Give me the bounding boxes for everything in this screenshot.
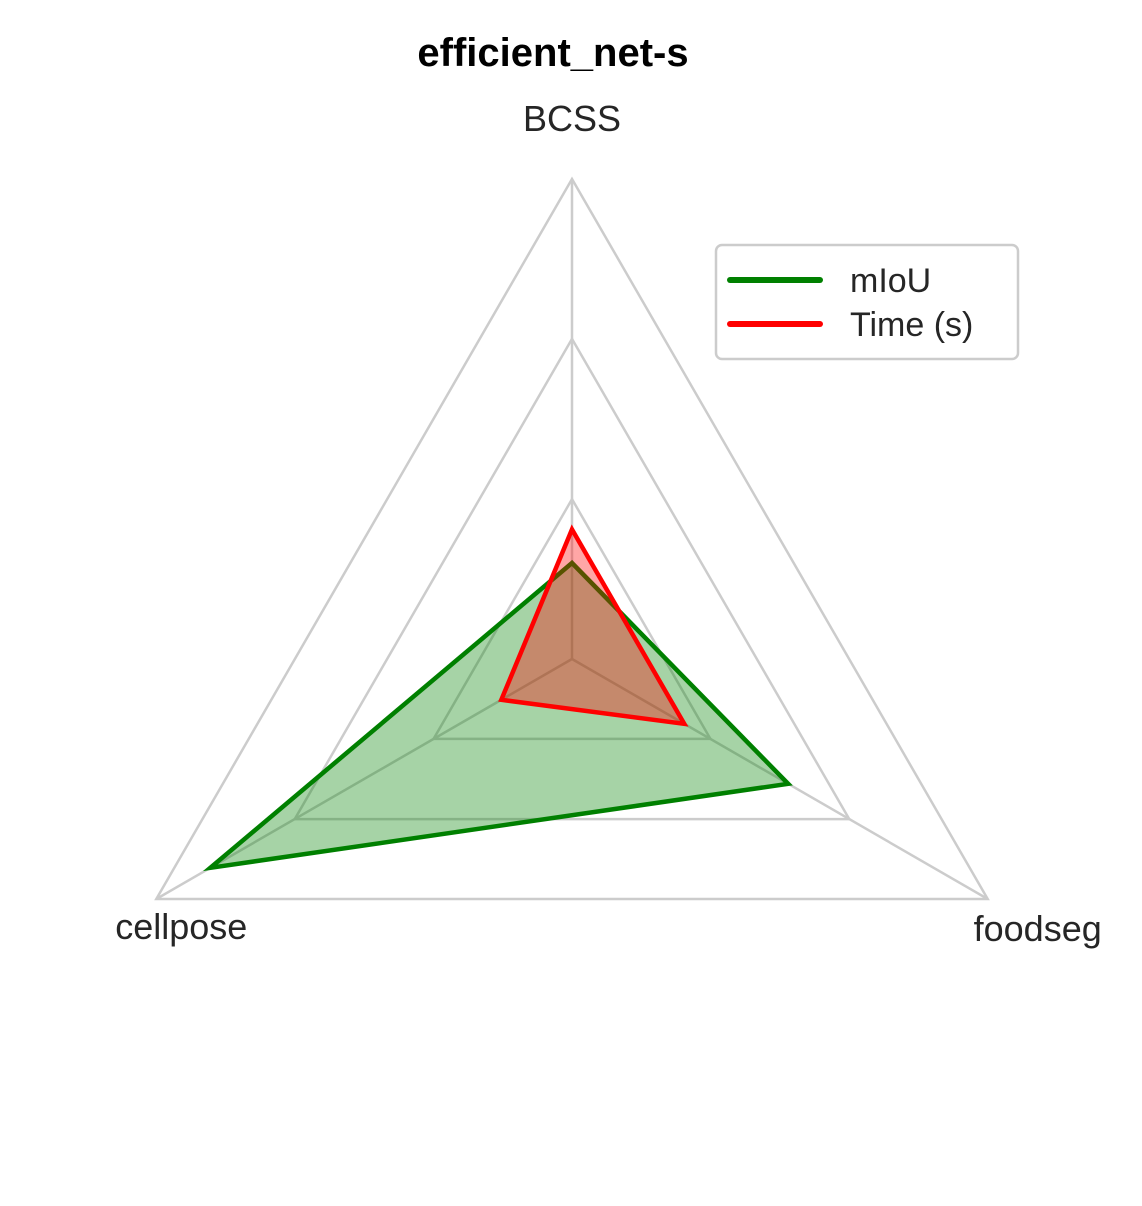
grid-ring-2: [292, 336, 852, 821]
spoke-foodseg: [571, 657, 989, 901]
grid-ring-3: [154, 176, 990, 901]
series-fill-time-s: [501, 529, 685, 724]
series-line-miou: [202, 559, 793, 872]
chart-title: efficient_net-s: [417, 31, 688, 75]
axis-label-bcss: BCSS: [523, 98, 621, 139]
axis-label-cellpose: cellpose: [115, 906, 247, 947]
legend: mIoU Time (s): [714, 243, 1020, 361]
legend-label-time-s: Time (s): [850, 306, 973, 344]
radar-series: [202, 524, 793, 872]
series-fill-miou: [210, 563, 789, 868]
axis-labels: BCSS cellpose foodseg: [115, 98, 1101, 949]
legend-frame: [714, 243, 1020, 361]
series-line-time-s: [498, 524, 689, 727]
axis-label-foodseg: foodseg: [974, 908, 1102, 949]
legend-label-miou: mIoU: [850, 262, 931, 300]
